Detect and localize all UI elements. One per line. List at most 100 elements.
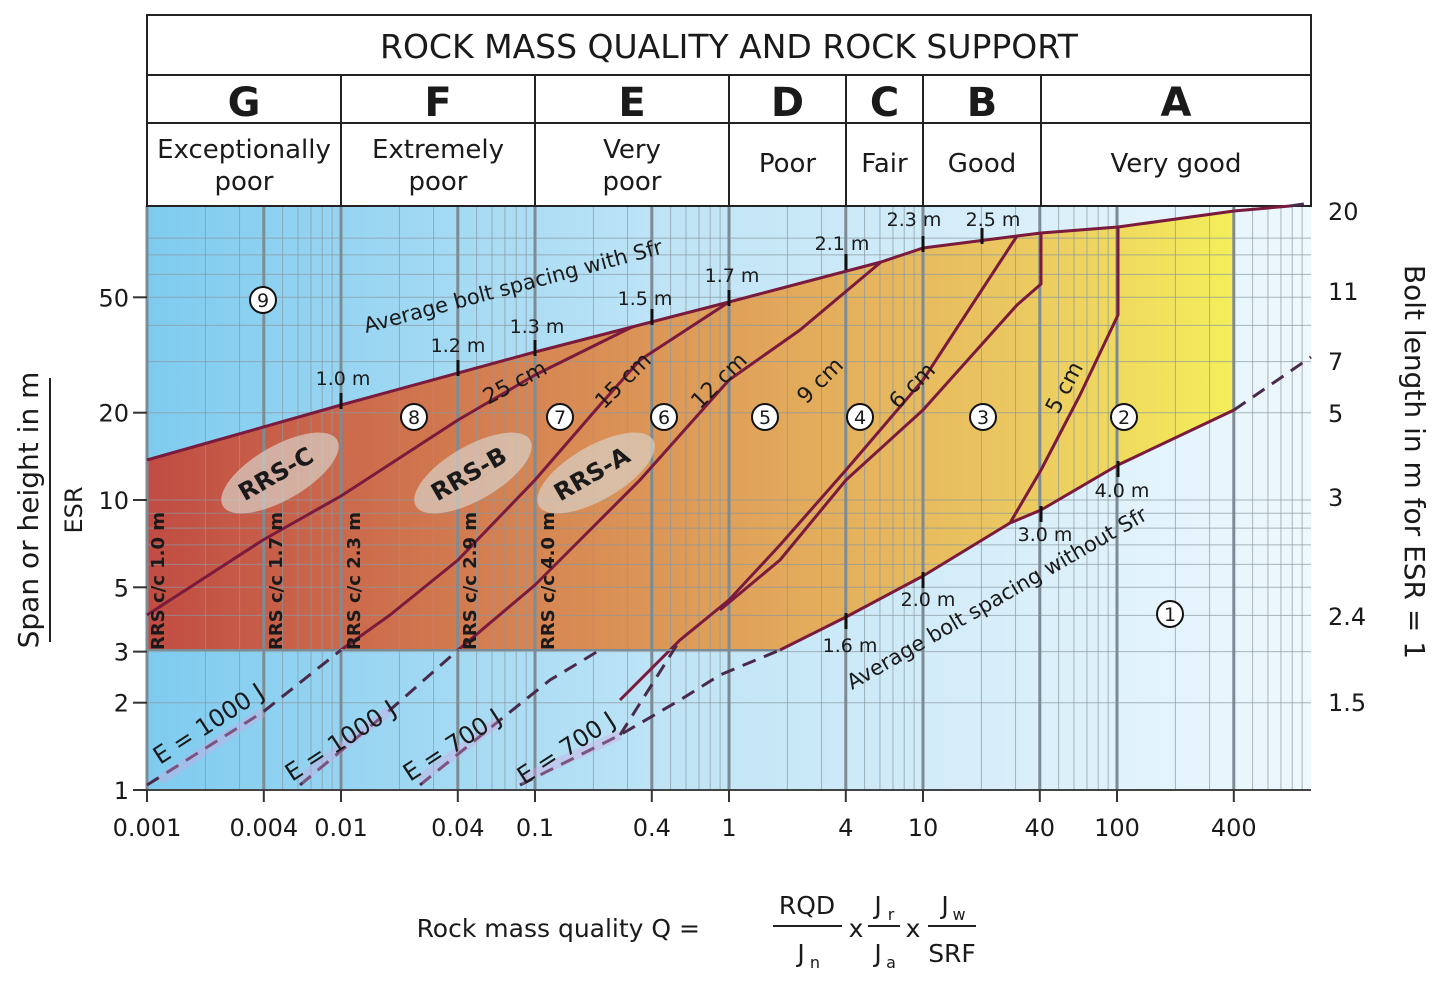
y-tick-label: 10 [98, 487, 129, 515]
class-desc-a: Very good [1111, 149, 1242, 179]
formula-f2-num-sub: r [888, 905, 895, 924]
rrs-badge-ellipse [414, 432, 532, 514]
dashed-extensions [146, 201, 1312, 787]
zone-circle [650, 403, 678, 431]
x-tick-label: 4 [838, 814, 853, 842]
curve-12cm [457, 260, 882, 652]
rrs-badge-ellipse [221, 432, 339, 514]
formula-times-1: x [849, 914, 864, 943]
x-tick-label: 40 [1025, 814, 1056, 842]
class-desc-b: Good [948, 149, 1016, 179]
y-axis-label: Span or height in m ESR [12, 372, 88, 649]
rrs-spacing-label: RRS c/c 2.9 m [460, 512, 481, 650]
x-axis-formula: Rock mass quality Q = RQD J n x J r J a … [417, 891, 976, 972]
x-tick-label: 0.004 [229, 814, 298, 842]
y-tick-label: 20 [98, 400, 129, 428]
zone-circle [546, 403, 574, 431]
rrs-spacing-labels: RRS c/c 1.0 m RRS c/c 1.7 m RRS c/c 2.3 m R… [148, 512, 559, 650]
rrs-spacing-label: RRS c/c 2.3 m [344, 512, 365, 650]
class-desc-d: Poor [759, 149, 817, 179]
y-tick-label: 3 [114, 639, 129, 667]
class-letter-g: G [228, 80, 261, 126]
spacing-label-upper: 1.2 m [431, 335, 486, 357]
spacing-label-lower: 2.0 m [901, 589, 956, 611]
bolt-length-tick-label: 3 [1328, 484, 1343, 512]
curve-9cm [618, 235, 1019, 702]
support-zones: 1 2 3 4 5 6 7 8 9 [249, 286, 1184, 628]
formula-f1-num: RQD [779, 891, 835, 920]
x-axis-ticks: 0.001 0.004 0.01 0.04 0.1 0.4 1 4 10 40 100 400 [113, 790, 1257, 842]
curve-15cm [340, 300, 730, 652]
class-letter-e: E [618, 80, 645, 126]
class-letter-d: D [771, 80, 804, 126]
curve-25cm [146, 325, 633, 617]
zone-circle [846, 403, 874, 431]
y-tick-label: 2 [114, 690, 129, 718]
zone-number: 3 [977, 407, 989, 429]
x-tick-label: 1 [721, 814, 736, 842]
zone-number: 9 [257, 290, 269, 312]
zone-circle [400, 403, 428, 431]
class-desc-f-2: poor [408, 167, 467, 197]
x-tick-label: 100 [1094, 814, 1140, 842]
formula-f3-num: J [939, 891, 948, 920]
curve-5cm [1008, 227, 1120, 524]
rrs-spacing-label: RRS c/c 4.0 m [538, 512, 559, 650]
spacing-label-lower: 4.0 m [1095, 480, 1150, 502]
zone-number: 7 [554, 407, 566, 429]
formula-f2-num: J [872, 891, 881, 920]
class-desc-g: Exceptionally [157, 135, 331, 165]
diagram-title: ROCK MASS QUALITY AND ROCK SUPPORT [380, 27, 1079, 66]
formula-prefix: Rock mass quality Q = [417, 914, 700, 943]
curve-bolt-spacing-with-sfr [146, 204, 1291, 462]
class-desc-e-2: poor [602, 167, 661, 197]
y-tick-label: 50 [98, 284, 129, 312]
right-axis-label: Bolt length in m for ESR = 1 [1398, 265, 1431, 659]
spacing-label-upper: 2.5 m [966, 209, 1021, 231]
spacing-label-lower: 1.6 m [823, 635, 878, 657]
zone-number: 4 [854, 407, 866, 429]
spacing-label-upper: 1.0 m [316, 368, 371, 390]
y-tick-label: 1 [114, 777, 129, 805]
y-axis-label-top: Span or height in m [12, 372, 45, 649]
class-desc-g-2: poor [214, 167, 273, 197]
formula-f2-den-sub: a [886, 953, 896, 972]
energy-halos [157, 706, 623, 785]
rrs-spacing-label: RRS c/c 1.7 m [266, 512, 287, 650]
curve-6cm [719, 233, 1043, 612]
x-tick-label: 10 [908, 814, 939, 842]
class-letter-b: B [967, 80, 998, 126]
class-desc-c: Fair [861, 149, 908, 179]
zone-circle [1110, 403, 1138, 431]
bolt-length-tick-label: 11 [1328, 278, 1359, 306]
bolt-length-tick-label: 7 [1328, 348, 1343, 376]
x-tick-label: 0.04 [431, 814, 484, 842]
zone-number: 8 [408, 407, 420, 429]
y-axis-ticks: 1 2 3 5 10 20 50 [98, 284, 147, 805]
class-letter-f: F [424, 80, 451, 126]
zone-circle [751, 403, 779, 431]
x-tick-label: 0.01 [314, 814, 367, 842]
spacing-label-lower: 3.0 m [1018, 524, 1073, 546]
spacing-label-upper: 2.3 m [887, 209, 942, 231]
rrs-badge-ellipse [537, 432, 655, 514]
spacing-label-upper: 1.3 m [510, 316, 565, 338]
spacing-label-upper: 2.1 m [815, 233, 870, 255]
x-tick-label: 0.001 [113, 814, 182, 842]
formula-f3-den: SRF [928, 939, 976, 968]
formula-f3-num-sub: w [952, 905, 965, 924]
zone-circle [249, 286, 277, 314]
x-tick-label: 0.4 [633, 814, 671, 842]
formula-f1-den: J [795, 939, 804, 968]
zone-number: 6 [658, 407, 670, 429]
class-letter-a: A [1161, 80, 1192, 126]
formula-f2-den: J [872, 939, 881, 968]
class-header-cells: GExceptionallypoorFExtremelypoorEVerypoo… [157, 80, 1241, 197]
spacing-label-upper: 1.7 m [705, 265, 760, 287]
bolt-length-tick-label: 1.5 [1328, 689, 1366, 717]
x-tick-label: 400 [1211, 814, 1257, 842]
x-tick-label: 0.1 [516, 814, 554, 842]
class-desc-f: Extremely [372, 135, 504, 165]
zone-number: 2 [1118, 407, 1130, 429]
